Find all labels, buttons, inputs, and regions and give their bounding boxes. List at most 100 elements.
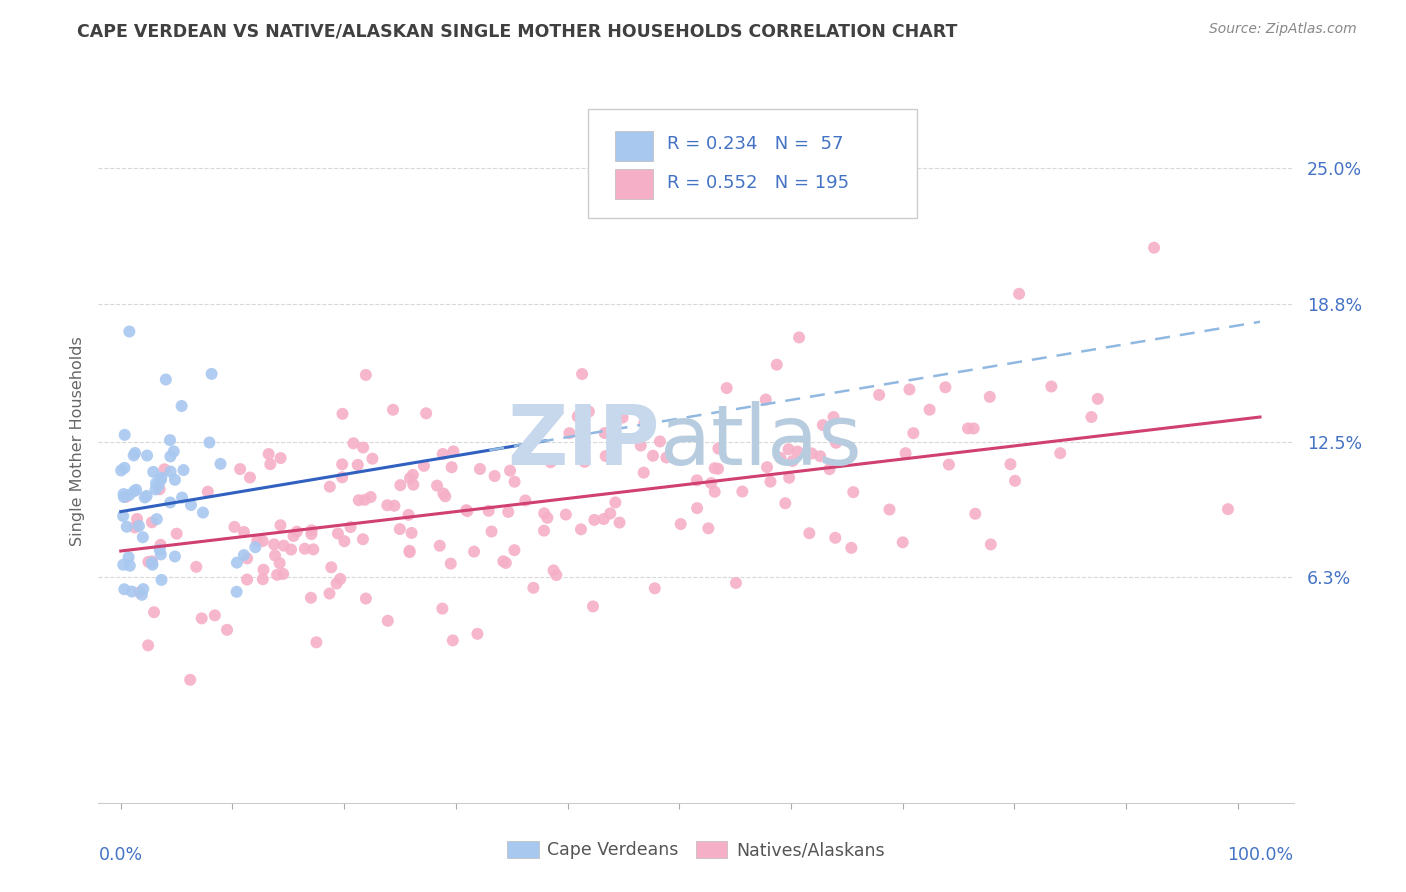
Point <box>259 457 281 471</box>
Point <box>148 479 170 493</box>
Point <box>818 462 841 476</box>
Point <box>1087 392 1109 406</box>
Point <box>1216 502 1239 516</box>
Point <box>131 588 153 602</box>
Point <box>569 522 592 536</box>
Point <box>823 410 845 425</box>
Point <box>413 458 436 473</box>
Point <box>159 433 181 447</box>
Point <box>891 535 914 549</box>
Point <box>641 449 664 463</box>
Point <box>163 473 186 487</box>
Point <box>209 457 232 471</box>
Point <box>377 614 399 628</box>
Point <box>352 441 374 455</box>
Point <box>1143 241 1166 255</box>
Point <box>432 447 454 461</box>
Point <box>769 450 792 465</box>
Point <box>110 463 132 477</box>
Point <box>841 541 863 555</box>
Point <box>141 556 163 570</box>
Point <box>245 540 267 554</box>
Point <box>283 529 305 543</box>
Point <box>963 421 986 435</box>
Point <box>582 599 605 614</box>
Point <box>898 383 921 397</box>
Point <box>503 475 526 489</box>
Text: CAPE VERDEAN VS NATIVE/ALASKAN SINGLE MOTHER HOUSEHOLDS CORRELATION CHART: CAPE VERDEAN VS NATIVE/ALASKAN SINGLE MO… <box>77 22 957 40</box>
Point <box>163 549 186 564</box>
Point <box>778 442 800 457</box>
Point <box>1004 474 1026 488</box>
Point <box>215 623 238 637</box>
Point <box>716 381 738 395</box>
Point <box>114 428 136 442</box>
Point <box>868 388 890 402</box>
Point <box>326 526 349 541</box>
Point <box>332 407 354 421</box>
Point <box>934 380 956 394</box>
Point <box>225 584 247 599</box>
Point <box>132 530 155 544</box>
Point <box>124 446 146 460</box>
Point <box>122 484 145 499</box>
Point <box>402 467 425 482</box>
Point <box>808 449 831 463</box>
Point <box>481 524 503 539</box>
Point <box>543 563 565 577</box>
Point <box>574 455 596 469</box>
Point <box>271 566 294 581</box>
Point <box>593 425 616 440</box>
Point <box>318 586 340 600</box>
Point <box>571 367 593 381</box>
Point <box>707 442 730 456</box>
Point <box>166 526 188 541</box>
Point <box>112 508 135 523</box>
Point <box>398 508 420 522</box>
Point <box>918 402 941 417</box>
Point <box>330 458 353 472</box>
Point <box>595 449 617 463</box>
Point <box>118 558 141 573</box>
Point <box>440 460 463 475</box>
Point <box>239 470 262 484</box>
FancyBboxPatch shape <box>614 131 652 161</box>
FancyBboxPatch shape <box>614 169 652 200</box>
Point <box>112 582 135 597</box>
Point <box>903 426 925 441</box>
Point <box>382 402 405 417</box>
Point <box>118 488 141 502</box>
Point <box>697 521 720 535</box>
Point <box>150 473 173 487</box>
Point <box>173 463 195 477</box>
Point <box>224 520 246 534</box>
Point <box>299 591 322 605</box>
Point <box>149 482 172 496</box>
Point <box>703 484 725 499</box>
Point <box>330 470 353 484</box>
Point <box>150 471 173 485</box>
Point <box>236 573 259 587</box>
Point <box>536 511 558 525</box>
Point <box>644 582 666 596</box>
Point <box>633 466 655 480</box>
Point <box>273 539 295 553</box>
Point <box>163 444 186 458</box>
Text: 0.0%: 0.0% <box>98 847 142 864</box>
Point <box>118 325 141 339</box>
Point <box>787 330 810 344</box>
Point <box>655 450 678 465</box>
Point <box>128 585 150 599</box>
Point <box>170 491 193 505</box>
Point <box>388 522 411 536</box>
Point <box>159 465 181 479</box>
Point <box>333 534 356 549</box>
Point <box>522 581 544 595</box>
Point <box>143 605 166 619</box>
Point <box>546 568 568 582</box>
Point <box>186 559 208 574</box>
Point <box>346 458 368 472</box>
Point <box>1040 379 1063 393</box>
Point <box>149 548 172 562</box>
Point <box>496 505 519 519</box>
